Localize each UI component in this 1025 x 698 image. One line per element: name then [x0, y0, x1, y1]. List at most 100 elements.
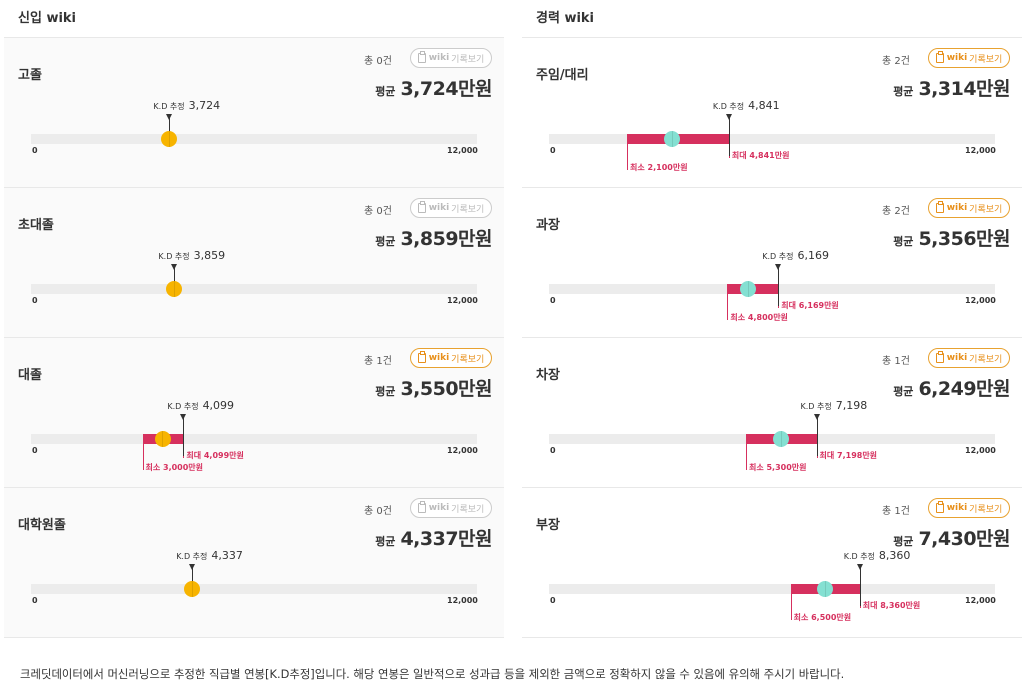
- position-name: 대학원졸: [18, 518, 66, 533]
- scale-min-label: 0: [32, 446, 38, 455]
- min-label: 최소 4,800만원: [730, 313, 788, 322]
- salary-track: [549, 134, 995, 144]
- average-label: 평균: [893, 535, 914, 548]
- average-dot: [184, 581, 201, 597]
- position-name: 부장: [536, 518, 560, 533]
- min-marker: [727, 294, 729, 320]
- kd-label-text: K.D 추정: [153, 102, 185, 111]
- salary-card: 고졸 총 0건 wiki 기록보기 평균 3,724만원 K.D 추정 3,724 0 12,00…: [4, 38, 504, 188]
- kd-estimate-value: 4,841: [748, 99, 780, 112]
- kd-estimate-label: K.D 추정 4,337: [176, 549, 243, 562]
- wiki-view-button[interactable]: wiki 기록보기: [410, 198, 492, 218]
- scale-max-label: 12,000: [965, 146, 996, 155]
- wiki-button-label: 기록보기: [969, 54, 1003, 65]
- kd-label-text: K.D 추정: [800, 402, 832, 411]
- average-value: 3,314만원: [918, 78, 1010, 100]
- min-label: 최소 6,500만원: [793, 613, 852, 622]
- wiki-button-strong: wiki: [946, 353, 968, 363]
- wiki-view-button[interactable]: wiki 기록보기: [928, 498, 1010, 518]
- wiki-view-button[interactable]: wiki 기록보기: [928, 48, 1010, 68]
- average-value: 3,550만원: [400, 378, 492, 400]
- average-label: 평균: [375, 535, 396, 548]
- max-label: 최대 6,169만원: [781, 301, 839, 310]
- section-new: 신입 wiki 고졸 총 0건 wiki 기록보기 평균 3,724만원 K.D 추정 3,7…: [4, 0, 504, 638]
- kd-pointer-icon: [171, 264, 178, 270]
- max-label: 최대 7,198만원: [819, 451, 878, 460]
- record-count: 총 2건: [882, 206, 910, 217]
- kd-estimate-line: [183, 416, 185, 456]
- kd-estimate-label: K.D 추정 8,360: [844, 549, 911, 562]
- record-count: 총 1건: [364, 356, 392, 367]
- average-salary: 평균 3,724만원: [375, 74, 492, 101]
- wiki-button-label: 기록보기: [451, 54, 485, 65]
- wiki-button-strong: wiki: [428, 503, 450, 513]
- average-dot: [740, 281, 757, 297]
- record-count: 총 1건: [882, 506, 910, 517]
- kd-estimate-line: [816, 416, 818, 456]
- kd-estimate-label: K.D 추정 6,169: [762, 249, 829, 262]
- salary-track: [31, 284, 477, 294]
- kd-estimate-value: 4,099: [202, 399, 235, 412]
- average-salary: 평균 3,859만원: [375, 224, 492, 251]
- record-count: 총 2건: [882, 56, 910, 67]
- average-label: 평균: [893, 235, 914, 248]
- average-value: 6,249만원: [918, 378, 1010, 400]
- kd-estimate-value: 6,169: [797, 249, 829, 262]
- kd-pointer-icon: [180, 414, 187, 420]
- wiki-button-strong: wiki: [428, 203, 450, 213]
- average-label: 평균: [893, 385, 914, 398]
- scale-max-label: 12,000: [965, 296, 996, 305]
- record-count: 총 1건: [882, 356, 910, 367]
- wiki-view-button[interactable]: wiki 기록보기: [410, 348, 492, 368]
- average-dot: [817, 581, 834, 597]
- wiki-view-button[interactable]: wiki 기록보기: [410, 48, 492, 68]
- min-marker: [745, 444, 747, 470]
- min-marker: [627, 144, 629, 170]
- clipboard-icon: [935, 501, 944, 513]
- wiki-view-button[interactable]: wiki 기록보기: [928, 348, 1010, 368]
- scale-max-label: 12,000: [447, 146, 478, 155]
- wiki-button-label: 기록보기: [451, 354, 485, 365]
- average-salary: 평균 7,430만원: [893, 524, 1010, 551]
- scale-min-label: 0: [32, 596, 38, 605]
- kd-label-text: K.D 추정: [843, 552, 875, 561]
- max-label: 최대 4,841만원: [731, 151, 790, 160]
- salary-card: 대학원졸 총 0건 wiki 기록보기 평균 4,337만원 K.D 추정 4,337 0 12,…: [4, 488, 504, 638]
- wiki-button-label: 기록보기: [451, 204, 485, 215]
- cards-new: 고졸 총 0건 wiki 기록보기 평균 3,724만원 K.D 추정 3,724 0 12,00…: [4, 38, 504, 638]
- section-experienced: 경력 wiki 주임/대리 총 2건 wiki 기록보기 평균 3,314만원 최소 2,1…: [522, 0, 1022, 638]
- clipboard-icon: [417, 501, 426, 513]
- average-label: 평균: [375, 235, 396, 248]
- position-name: 과장: [536, 218, 560, 233]
- average-label: 평균: [893, 85, 914, 98]
- wiki-view-button[interactable]: wiki 기록보기: [410, 498, 492, 518]
- kd-estimate-value: 8,360: [878, 549, 911, 562]
- kd-estimate-line: [728, 116, 730, 156]
- kd-pointer-icon: [725, 114, 732, 120]
- kd-pointer-icon: [189, 564, 196, 570]
- kd-pointer-icon: [166, 114, 173, 120]
- kd-estimate-value: 4,337: [211, 549, 243, 562]
- salary-card: 차장 총 1건 wiki 기록보기 평균 6,249만원 최소 5,300만원 최대 7,19…: [522, 338, 1022, 488]
- wiki-button-label: 기록보기: [969, 204, 1003, 215]
- cards-experienced: 주임/대리 총 2건 wiki 기록보기 평균 3,314만원 최소 2,100만원 최대 4…: [522, 38, 1022, 638]
- wiki-view-button[interactable]: wiki 기록보기: [928, 198, 1010, 218]
- min-marker: [790, 594, 792, 620]
- min-label: 최소 2,100만원: [630, 163, 688, 172]
- kd-estimate-label: K.D 추정 4,841: [713, 99, 780, 112]
- average-salary: 평균 5,356만원: [893, 224, 1010, 251]
- average-value: 3,724만원: [400, 78, 492, 100]
- scale-min-label: 0: [550, 146, 556, 155]
- kd-estimate-label: K.D 추정 7,198: [801, 399, 868, 412]
- scale-min-label: 0: [32, 146, 38, 155]
- salary-card: 주임/대리 총 2건 wiki 기록보기 평균 3,314만원 최소 2,100만원 최대 4…: [522, 38, 1022, 188]
- kd-estimate-label: K.D 추정 4,099: [167, 399, 234, 412]
- salary-track: [549, 584, 995, 594]
- scale-min-label: 0: [32, 296, 38, 305]
- record-count: 총 0건: [364, 206, 392, 217]
- average-value: 3,859만원: [400, 228, 492, 250]
- section-title: 경력 wiki: [522, 0, 1022, 38]
- average-dot: [161, 131, 178, 147]
- salary-track: [31, 584, 477, 594]
- min-marker: [142, 444, 144, 470]
